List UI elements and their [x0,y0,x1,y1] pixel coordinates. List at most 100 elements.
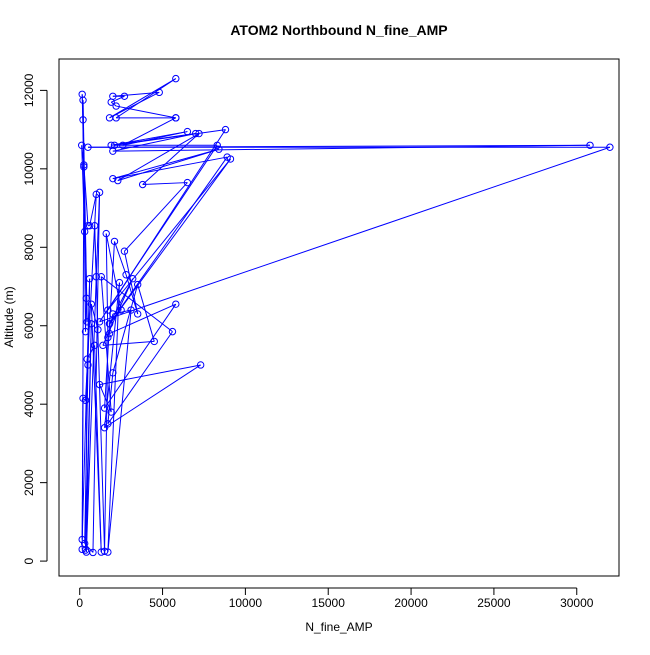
series-segment [85,323,92,551]
chart-title: ATOM2 Northbound N_fine_AMP [230,22,447,38]
y-tick-label: 2000 [22,469,36,496]
data-point [138,180,147,189]
data-point [110,237,119,246]
series-segment [112,91,160,97]
series-segment [142,182,188,186]
data-point [100,404,109,412]
series-segment [99,146,611,323]
data-point [104,306,112,314]
data-point [104,548,112,556]
data-point [85,274,94,283]
data-point [196,361,205,369]
y-axis: 0 2000 4000 6000 8000 10000 12000 [22,73,48,564]
data-point [104,333,112,342]
data-point [109,174,117,183]
y-tick-label: 4000 [22,391,36,418]
data-point [109,310,117,318]
data-point [155,88,163,97]
data-point [168,327,177,336]
series-segment [112,144,591,152]
series-segment [105,233,109,338]
y-tick-label: 8000 [22,234,36,261]
x-tick-label: 30000 [560,596,594,610]
series-segment [104,303,177,409]
data-point [191,129,200,138]
series-segment [99,364,201,386]
data-point [95,188,104,197]
data-point [90,222,99,230]
series-segment [104,337,109,552]
data-point [215,145,223,153]
series-segment [114,241,127,275]
series-segment [89,194,97,226]
series-segment [100,276,173,333]
series-segment [104,282,120,428]
series-segment [83,166,87,299]
series-segment [102,340,155,346]
series-segment [85,298,87,332]
series-segment [122,131,188,146]
series-segment [109,91,160,119]
data-point [112,102,120,110]
x-tick-label: 0 [76,596,83,610]
data-point [105,114,114,122]
data-point [127,306,135,314]
x-tick-label: 15000 [312,596,346,610]
series-segment [107,331,173,425]
data-point [97,273,105,281]
x-tick-label: 5000 [149,596,176,610]
series-segment [142,133,200,185]
data-point [95,318,104,326]
series-segment [116,105,176,119]
data-point [81,396,90,404]
series-segment [117,148,220,182]
data-point [226,155,235,163]
series-segment [107,158,231,311]
series-segment [109,156,228,325]
data-point [183,178,192,187]
series-segment [95,192,101,277]
x-tick-label: 25000 [477,596,511,610]
data-point [105,320,114,328]
data-point [117,306,125,314]
data-point [183,127,192,136]
series-segment [85,359,88,551]
data-point [172,74,180,83]
y-tick-label: 6000 [22,312,36,339]
data-point [79,116,87,124]
series-segment [82,100,87,332]
data-point [78,535,86,544]
data-point [122,271,130,279]
x-tick-label: 20000 [394,596,428,610]
data-point [105,329,114,338]
x-tick-label: 10000 [229,596,263,610]
y-tick-label: 12000 [22,73,36,107]
series-segment [110,95,125,103]
series-segment [111,133,196,146]
data-point [90,341,99,350]
data-point [172,300,180,308]
data-point [107,408,115,416]
data-point [80,161,88,169]
x-axis: 0 5000 10000 15000 20000 25000 30000 [76,587,594,610]
series-segment [124,182,188,252]
data-point [133,310,142,318]
data-point [115,278,124,287]
series-segment [90,304,102,553]
data-point [84,143,92,151]
series-segment [112,133,196,152]
y-tick-label: 10000 [22,152,36,186]
series-layer [77,74,614,557]
data-point [114,176,122,185]
data-point [83,355,91,363]
data-point [120,247,129,255]
y-tick-label: 0 [22,557,36,564]
series-segment [99,145,218,323]
data-point [94,325,102,334]
data-point [87,320,96,328]
data-point [102,229,110,238]
data-point [100,547,109,555]
data-point [129,274,137,283]
